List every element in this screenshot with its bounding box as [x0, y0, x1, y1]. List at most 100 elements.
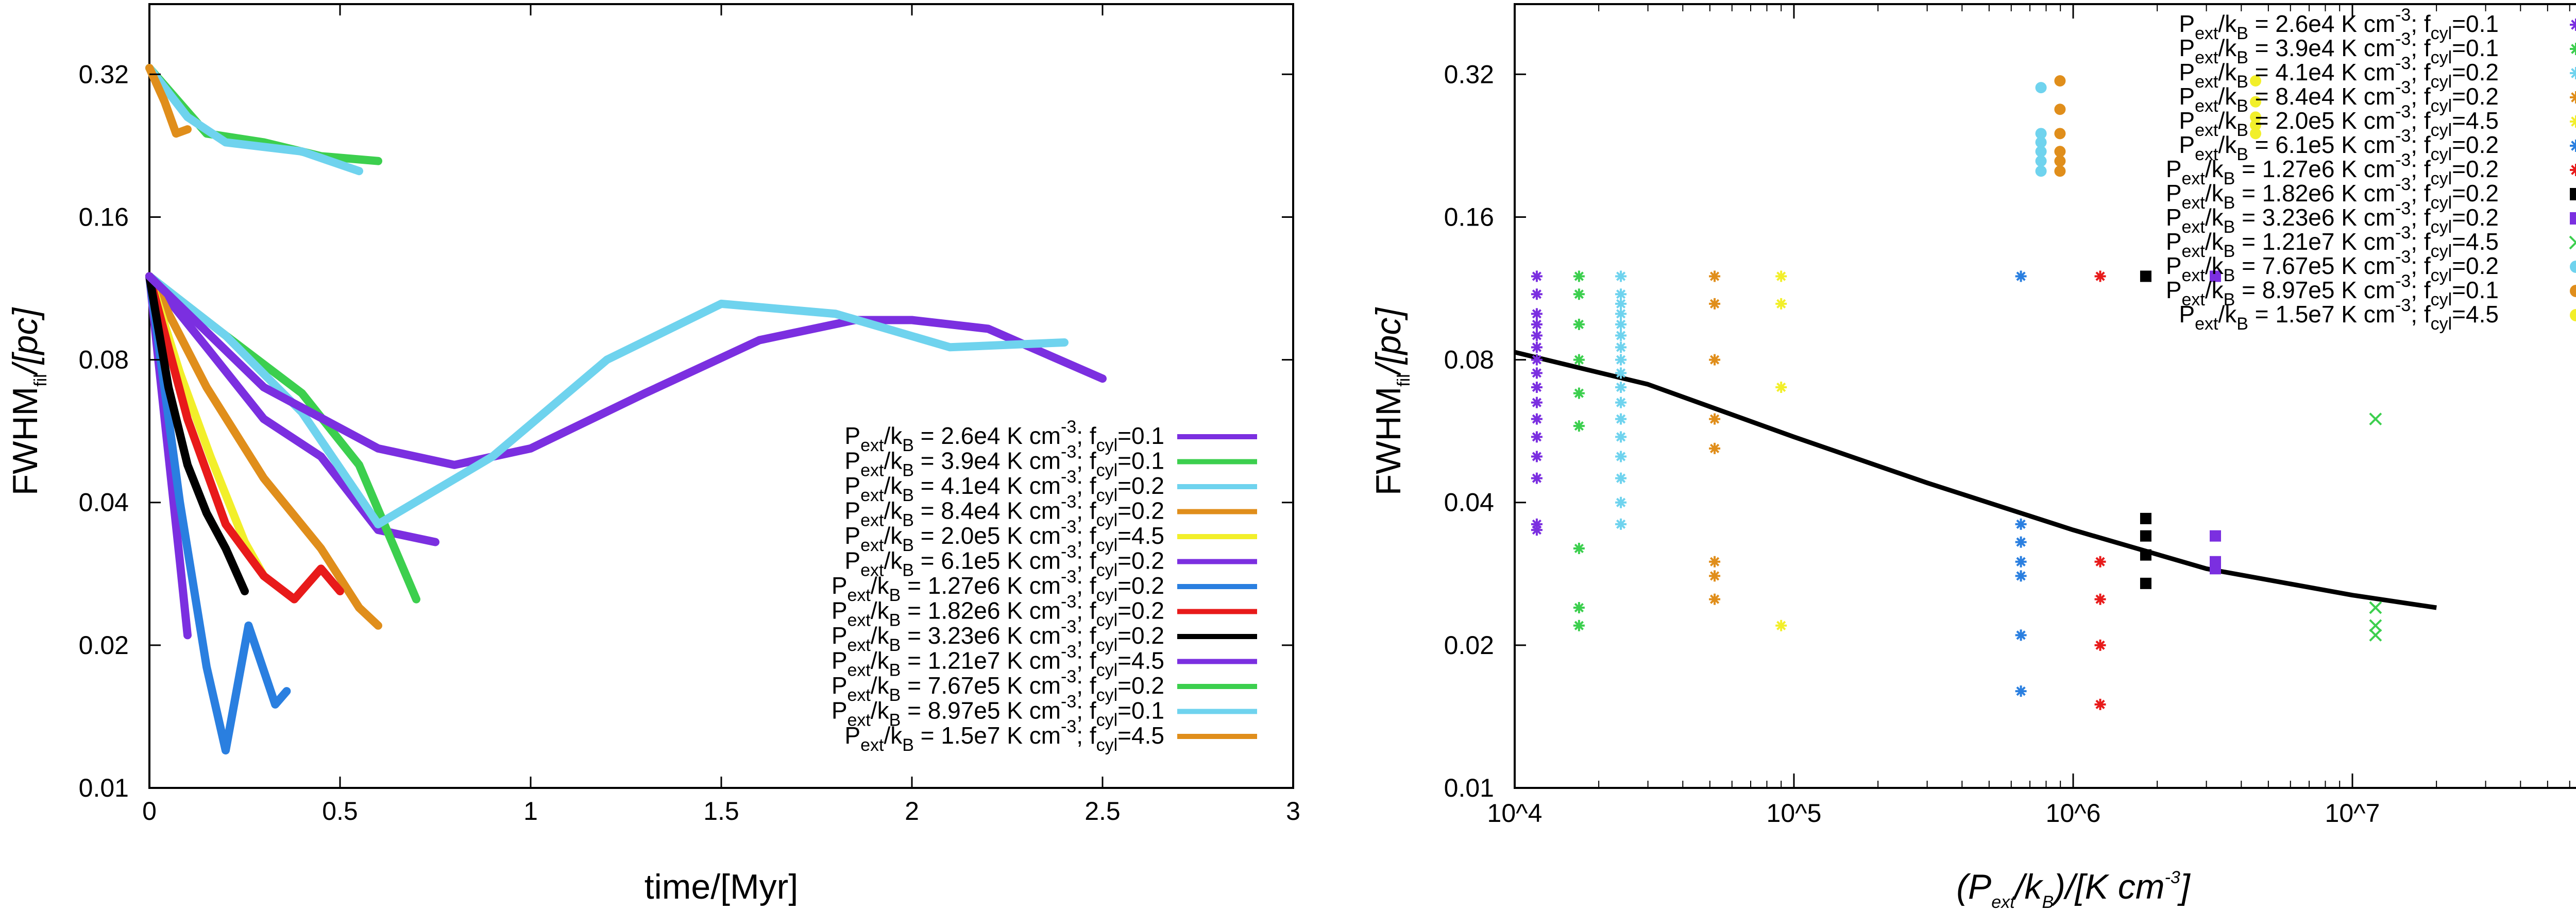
right-point-star — [1775, 620, 1787, 631]
left-x-tick-label: 2.5 — [1084, 797, 1121, 826]
right-point-star — [2015, 518, 2027, 530]
right-legend-label: Pext/kB = 8.97e5 K cm-3; fcyl=0.1 — [2166, 271, 2499, 310]
left-legend-label: Pext/kB = 1.21e7 K cm-3; fcyl=4.5 — [832, 642, 1164, 680]
right-point-star — [1709, 593, 1721, 605]
right-point-star — [1615, 354, 1627, 366]
right-point-cross — [2369, 619, 2382, 632]
right-point-circle — [2054, 104, 2066, 115]
right-y-tick-label: 0.02 — [1444, 631, 1494, 660]
right-point-star — [2094, 270, 2106, 282]
left-x-tick-label: 1 — [523, 797, 538, 826]
right-point-square — [2570, 188, 2576, 200]
right-fit-curve — [1514, 350, 2437, 610]
right-point-star — [1615, 318, 1627, 330]
left-legend-label: Pext/kB = 2.0e5 K cm-3; fcyl=4.5 — [844, 517, 1164, 555]
right-x-tick-label: 10^7 — [2325, 799, 2380, 828]
right-point-star — [2570, 67, 2576, 79]
right-point-star — [1531, 397, 1543, 408]
right-point-star — [1615, 431, 1627, 443]
right-point-star — [1615, 330, 1627, 341]
right-point-star — [1775, 381, 1787, 393]
left-series-line — [374, 299, 1069, 528]
right-point-star — [1709, 442, 1721, 454]
right-point-star — [2094, 593, 2106, 605]
right-point-star — [1531, 330, 1543, 341]
right-point-star — [1531, 524, 1543, 536]
right-point-star — [2094, 639, 2106, 651]
right-point-circle — [2250, 96, 2262, 108]
right-point-star — [1709, 556, 1721, 568]
right-y-tick-label: 0.32 — [1444, 60, 1494, 89]
right-point-star — [1615, 367, 1627, 379]
left-legend-label: Pext/kB = 2.6e4 K cm-3; fcyl=0.1 — [844, 417, 1164, 455]
right-point-star — [1531, 288, 1543, 300]
right-point-star — [1615, 397, 1627, 408]
right-point-circle — [2035, 155, 2047, 167]
right-point-square — [2209, 563, 2221, 575]
right-point-star — [2015, 570, 2027, 582]
right-point-circle — [2054, 128, 2066, 140]
right-point-star — [1531, 381, 1543, 393]
right-point-square — [2140, 270, 2151, 282]
right-point-star — [2570, 164, 2576, 176]
right-point-circle — [2035, 146, 2047, 158]
left-legend-label: Pext/kB = 3.23e6 K cm-3; fcyl=0.2 — [832, 617, 1164, 655]
left-legend-label: Pext/kB = 1.5e7 K cm-3; fcyl=4.5 — [844, 717, 1164, 755]
right-point-star — [1709, 570, 1721, 582]
right-point-star — [1531, 341, 1543, 353]
right-legend: Pext/kB = 2.6e4 K cm-3; fcyl=0.1 Pext/kB … — [2166, 5, 2576, 334]
right-y-tick-label: 0.08 — [1444, 346, 1494, 374]
right-point-square — [2140, 530, 2151, 542]
right-legend-label: Pext/kB = 1.82e6 K cm-3; fcyl=0.2 — [2166, 175, 2499, 213]
right-point-star — [1531, 451, 1543, 462]
right-point-square — [2140, 577, 2151, 589]
right-chart: 0.01 0.02 0.04 0.08 0.16 0.32 10^4 10^5 10^6 10^… — [1369, 3, 2576, 911]
right-point-square — [2570, 212, 2576, 225]
right-x-tick-label: 10^5 — [1767, 799, 1822, 828]
right-point-star — [1531, 308, 1543, 320]
right-point-star — [1775, 270, 1787, 282]
right-point-star — [1531, 431, 1543, 443]
right-legend-label: Pext/kB = 2.6e4 K cm-3; fcyl=0.1 — [2179, 5, 2499, 43]
right-point-circle — [2054, 155, 2066, 167]
left-chart: 0.01 0.02 0.04 0.08 0.16 0.32 0 0.5 1 1.5 2 2.5 3 t… — [6, 3, 1300, 906]
right-point-circle — [2035, 165, 2047, 177]
right-point-star — [2570, 43, 2576, 55]
left-y-tick-label: 0.04 — [79, 488, 129, 517]
right-point-star — [1573, 387, 1585, 399]
right-point-square — [2140, 512, 2151, 524]
right-legend-label: Pext/kB = 1.21e7 K cm-3; fcyl=4.5 — [2166, 223, 2499, 261]
right-point-cross — [2369, 601, 2382, 614]
right-point-circle — [2035, 128, 2047, 140]
right-point-star — [2570, 115, 2576, 128]
right-point-star — [1573, 542, 1585, 554]
left-legend-label: Pext/kB = 6.1e5 K cm-3; fcyl=0.2 — [844, 542, 1164, 580]
right-point-star — [1531, 413, 1543, 425]
left-x-tick-label: 1.5 — [703, 797, 739, 826]
left-series-line — [145, 64, 363, 176]
right-y-tick-label: 0.16 — [1444, 202, 1494, 231]
right-point-star — [2015, 556, 2027, 568]
right-point-star — [2015, 536, 2027, 548]
left-y-tick-label: 0.08 — [79, 346, 129, 374]
right-x-tick-label: 10^4 — [1487, 799, 1543, 828]
left-legend-label: Pext/kB = 8.97e5 K cm-3; fcyl=0.1 — [832, 692, 1164, 730]
left-legend-label: Pext/kB = 7.67e5 K cm-3; fcyl=0.2 — [832, 667, 1164, 705]
right-point-star — [1531, 318, 1543, 330]
left-series-line — [145, 272, 382, 528]
right-point-star — [1531, 472, 1543, 484]
right-point-star — [1615, 341, 1627, 353]
right-point-circle — [2570, 285, 2576, 297]
right-point-circle — [2035, 82, 2047, 94]
right-point-star — [1573, 601, 1585, 613]
left-legend-label: Pext/kB = 1.82e6 K cm-3; fcyl=0.2 — [832, 592, 1164, 630]
right-point-cross — [2369, 412, 2382, 426]
right-y-tick-label: 0.04 — [1444, 488, 1494, 517]
right-point-star — [1615, 381, 1627, 393]
right-point-square — [2140, 549, 2151, 561]
right-point-circle — [2250, 111, 2262, 123]
right-point-circle — [2250, 119, 2262, 131]
right-legend-label: Pext/kB = 3.23e6 K cm-3; fcyl=0.2 — [2166, 199, 2499, 237]
left-legend: Pext/kB = 2.6e4 K cm-3; fcyl=0.1 Pext/kB … — [832, 417, 1257, 755]
